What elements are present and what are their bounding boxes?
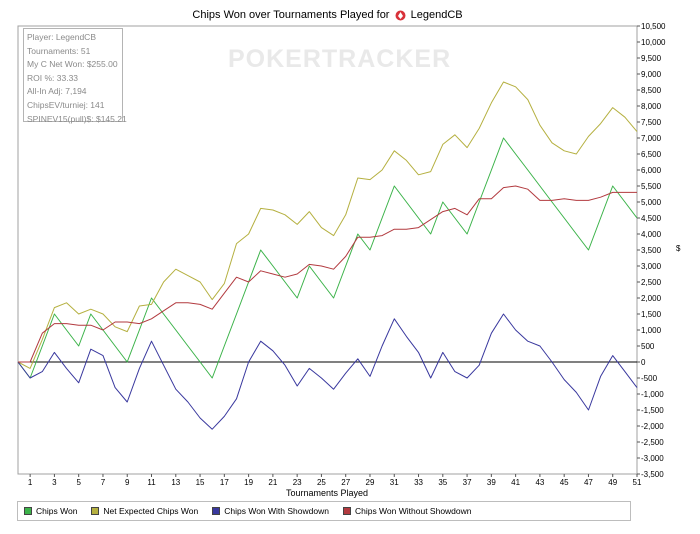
x-tick-label: 7: [101, 478, 106, 487]
x-tick-label: 13: [171, 478, 180, 487]
legend-swatch: [212, 507, 221, 515]
x-tick-label: 27: [341, 478, 350, 487]
y-tick-label: 8,000: [641, 102, 662, 111]
right-axis-symbol: $: [676, 244, 681, 253]
legend-label: Chips Won: [36, 506, 78, 516]
x-tick-label: 39: [487, 478, 496, 487]
y-tick-label: -2,000: [641, 422, 664, 431]
x-tick-label: 51: [633, 478, 642, 487]
y-tick-label: 9,000: [641, 70, 662, 79]
y-tick-label: -3,000: [641, 454, 664, 463]
x-tick-label: 33: [414, 478, 423, 487]
legend-swatch: [24, 507, 32, 515]
y-tick-label: 0: [641, 358, 646, 367]
x-tick-label: 9: [125, 478, 130, 487]
y-tick-label: 5,500: [641, 182, 662, 191]
x-axis-label: Tournaments Played: [286, 488, 368, 498]
y-tick-label: -500: [641, 374, 658, 383]
y-tick-label: -2,500: [641, 438, 664, 447]
info-roi: ROI %: 33.33: [27, 72, 79, 83]
y-tick-label: 10,000: [641, 38, 666, 47]
x-tick-label: 45: [560, 478, 569, 487]
y-tick-label: -1,500: [641, 406, 664, 415]
y-tick-label: 500: [641, 342, 655, 351]
legend-label: Chips Won Without Showdown: [354, 506, 472, 516]
series-lines: [17, 81, 638, 430]
info-chipsev: ChipsEV/turniej: 141: [27, 99, 105, 110]
series-line-net-expected-chips-won: [17, 81, 638, 369]
x-tick-label: 43: [535, 478, 544, 487]
x-tick-label: 15: [196, 478, 205, 487]
y-tick-label: 7,000: [641, 134, 662, 143]
x-tick-label: 17: [220, 478, 229, 487]
axis-ticks: -3,500 -3,000 -2,500 -2,000 -1,500 -1,000 -500…: [28, 22, 666, 487]
legend-item-net-expected: Net Expected Chips Won: [91, 506, 198, 516]
y-tick-label: 6,500: [641, 150, 662, 159]
y-tick-label: 1,500: [641, 310, 662, 319]
x-tick-label: 29: [366, 478, 375, 487]
poker-logo-icon: [395, 10, 406, 21]
y-tick-label: 2,500: [641, 278, 662, 287]
x-tick-label: 35: [438, 478, 447, 487]
y-tick-label: -3,500: [641, 470, 664, 479]
y-tick-label: 6,000: [641, 166, 662, 175]
stats-info-box: Player: LegendCB Tournaments: 51 My C Ne…: [23, 28, 127, 124]
series-line-chips-won-with-showdown: [17, 313, 638, 430]
title-player: LegendCB: [410, 9, 463, 22]
y-tick-label: 8,500: [641, 86, 662, 95]
y-tick-label: 3,500: [641, 246, 662, 255]
pokertracker-watermark: POKERTRACKER: [228, 45, 452, 73]
x-tick-label: 37: [463, 478, 472, 487]
y-tick-label: 4,500: [641, 214, 662, 223]
legend-label: Net Expected Chips Won: [103, 506, 199, 516]
chart-legend: Chips Won Net Expected Chips Won Chips W…: [17, 501, 631, 521]
x-tick-label: 1: [28, 478, 33, 487]
series-line-chips-won-without-showdown: [18, 185, 637, 363]
y-tick-label: 5,000: [641, 198, 662, 207]
x-tick-label: 5: [76, 478, 81, 487]
x-tick-label: 19: [244, 478, 253, 487]
x-tick-label: 31: [390, 478, 399, 487]
y-tick-label: -1,000: [641, 390, 664, 399]
y-tick-label: 3,000: [641, 262, 662, 271]
info-spinev: SPINEV15(pull)$: $145.21: [27, 113, 127, 124]
y-tick-label: 9,500: [641, 54, 662, 63]
x-tick-label: 23: [293, 478, 302, 487]
chart-title: Chips Won over Tournaments Played for Le…: [0, 9, 655, 21]
x-tick-label: 3: [52, 478, 57, 487]
info-tournaments: Tournaments: 51: [27, 45, 91, 56]
x-tick-label: 21: [268, 478, 277, 487]
x-tick-label: 25: [317, 478, 326, 487]
x-tick-label: 41: [511, 478, 520, 487]
y-tick-label: 2,000: [641, 294, 662, 303]
legend-item-chips-won: Chips Won: [24, 506, 77, 516]
y-tick-label: 4,000: [641, 230, 662, 239]
info-net-won: My C Net Won: $255.00: [27, 59, 118, 70]
x-tick-label: 49: [608, 478, 617, 487]
x-tick-label: 47: [584, 478, 593, 487]
legend-item-without-showdown: Chips Won Without Showdown: [342, 506, 472, 516]
series-line-chips-won: [17, 137, 638, 379]
y-tick-label: 7,500: [641, 118, 662, 127]
y-tick-label: 1,000: [641, 326, 662, 335]
x-tick-label: 11: [147, 478, 156, 487]
info-allin-adj: All-In Adj: 7,194: [27, 86, 87, 97]
title-prefix: Chips Won over Tournaments Played for: [192, 9, 390, 22]
legend-swatch: [342, 507, 351, 515]
legend-swatch: [91, 507, 100, 515]
legend-label: Chips Won With Showdown: [224, 506, 329, 516]
y-tick-label: 10,500: [641, 22, 666, 31]
info-player: Player: LegendCB: [27, 32, 96, 42]
legend-item-with-showdown: Chips Won With Showdown: [212, 506, 329, 516]
